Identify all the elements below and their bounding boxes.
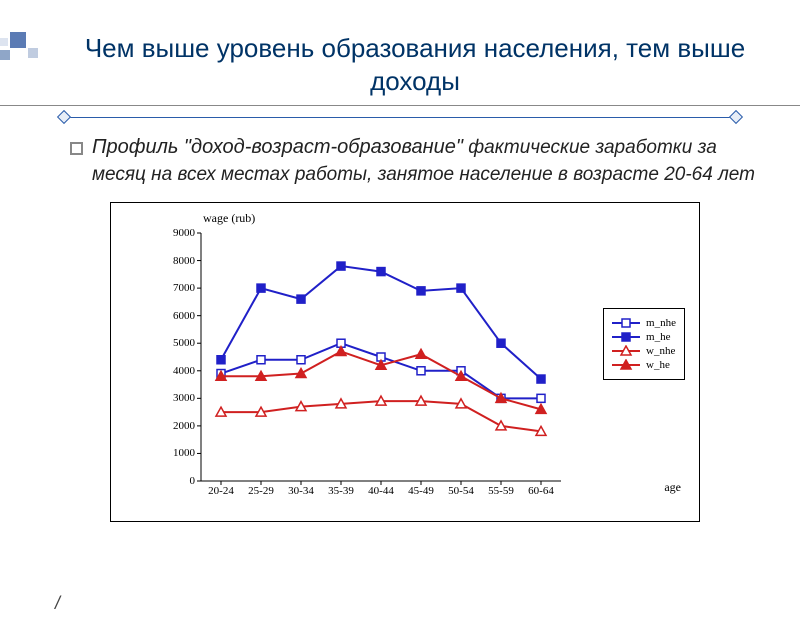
y-tick-label: 4000: [159, 365, 195, 377]
description-bullet: Профиль "доход-возраст-образование" факт…: [70, 134, 760, 188]
y-tick-label: 3000: [159, 392, 195, 404]
slide-header: Чем выше уровень образования населения, …: [0, 32, 800, 106]
title-divider: [0, 106, 800, 122]
y-tick-label: 1000: [159, 447, 195, 459]
legend-item: w_he: [612, 359, 676, 371]
legend-label: m_he: [646, 331, 670, 343]
y-tick-label: 0: [159, 475, 195, 487]
x-tick-label: 60-64: [528, 485, 554, 497]
legend-item: m_nhe: [612, 317, 676, 329]
description-block: Профиль "доход-возраст-образование" факт…: [0, 122, 800, 188]
x-tick-label: 55-59: [488, 485, 514, 497]
corner-decoration: [0, 32, 70, 102]
x-tick-label: 30-34: [288, 485, 314, 497]
x-tick-label: 25-29: [248, 485, 274, 497]
x-tick-label: 35-39: [328, 485, 354, 497]
y-tick-label: 8000: [159, 255, 195, 267]
wage-age-chart: wage (rub) age m_nhe m_he w_nhe w_he 0 1000 2…: [110, 202, 700, 522]
x-axis-title: age: [664, 480, 681, 495]
y-tick-label: 2000: [159, 420, 195, 432]
plot-area: [201, 233, 561, 481]
x-tick-label: 45-49: [408, 485, 434, 497]
y-tick-label: 7000: [159, 282, 195, 294]
x-tick-label: 50-54: [448, 485, 474, 497]
legend-label: m_nhe: [646, 317, 676, 329]
legend-label: w_nhe: [646, 345, 675, 357]
footer-mark: /: [55, 593, 60, 614]
x-tick-label: 40-44: [368, 485, 394, 497]
legend-item: w_nhe: [612, 345, 676, 357]
y-tick-label: 9000: [159, 227, 195, 239]
legend-item: m_he: [612, 331, 676, 343]
x-tick-label: 20-24: [208, 485, 234, 497]
y-tick-label: 6000: [159, 310, 195, 322]
bullet-title: Профиль "доход-возраст-образование": [92, 136, 463, 158]
y-tick-label: 5000: [159, 337, 195, 349]
legend-label: w_he: [646, 359, 670, 371]
slide-title: Чем выше уровень образования населения, …: [60, 32, 770, 97]
y-axis-title: wage (rub): [203, 211, 255, 226]
chart-legend: m_nhe m_he w_nhe w_he: [603, 308, 685, 380]
